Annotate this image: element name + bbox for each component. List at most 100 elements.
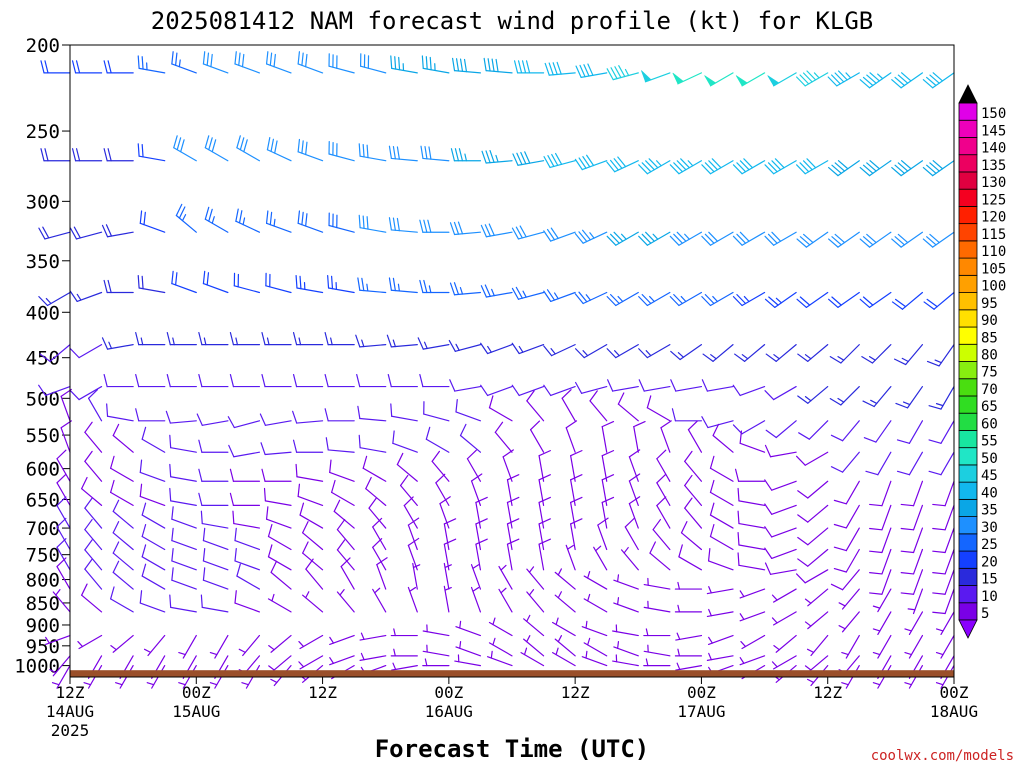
wind-barb [202, 270, 229, 294]
wind-barb [422, 624, 450, 637]
wind-barb [891, 291, 924, 310]
colorbar-swatch [958, 223, 978, 242]
wind-barb [295, 275, 324, 294]
wind-barb [701, 379, 734, 392]
y-tick-label: 200 [26, 35, 60, 57]
wind-barb [520, 647, 545, 667]
colorbar-label: 55 [981, 434, 998, 450]
wind-barb [358, 434, 387, 453]
colorbar-label: 70 [981, 382, 998, 398]
colorbar-label: 110 [981, 244, 1006, 260]
wind-barb [739, 611, 766, 622]
wind-barb [869, 527, 892, 554]
wind-barb [466, 449, 482, 482]
wind-barb [765, 420, 797, 439]
wind-barb [869, 480, 892, 507]
chart-title: 2025081412 NAM forecast wind profile (kt… [151, 7, 873, 35]
wind-barb [804, 655, 829, 674]
wind-barb [554, 635, 576, 657]
wind-barb [455, 641, 482, 657]
y-tick-label: 450 [26, 348, 60, 370]
wind-barb [390, 55, 418, 74]
wind-barb [372, 538, 387, 571]
wind-barb [798, 420, 829, 440]
wind-barb [84, 497, 103, 529]
wind-barb [833, 527, 860, 552]
wind-barb [707, 548, 734, 571]
wind-barb [38, 291, 71, 307]
wind-barb [797, 504, 829, 523]
wind-barb [204, 135, 229, 162]
wind-barb [166, 373, 197, 388]
wind-barb [302, 541, 324, 571]
wind-barb [328, 212, 355, 233]
x-tick-label: 00Z [940, 683, 969, 702]
wind-barb [935, 611, 955, 636]
wind-barb [895, 385, 924, 409]
wind-barb [425, 426, 450, 453]
wind-barb [872, 634, 892, 659]
wind-barb [372, 587, 387, 613]
wind-barb [732, 420, 766, 435]
wind-barb [900, 548, 924, 575]
wind-barb [71, 60, 103, 74]
wind-barb [513, 60, 545, 74]
wind-barb [656, 496, 671, 529]
wind-barb [570, 450, 583, 482]
wind-barb [737, 487, 766, 506]
wind-barb [581, 620, 608, 637]
wind-barb [298, 655, 324, 670]
wind-barb [480, 284, 513, 298]
wind-barb [297, 210, 324, 233]
wind-barb [103, 279, 134, 294]
wind-barb [672, 72, 703, 85]
wind-barb [267, 593, 292, 613]
wind-barb [135, 408, 166, 422]
wind-barb [101, 337, 134, 350]
wind-barb [804, 588, 829, 607]
wind-barb [574, 154, 608, 171]
wind-barb [893, 344, 924, 366]
colorbar-swatch [958, 395, 978, 414]
colorbar-label: 10 [981, 589, 998, 605]
wind-barb [84, 558, 103, 590]
wind-barb [449, 282, 482, 296]
wind-barb [859, 72, 892, 89]
wind-barb [735, 72, 766, 87]
wind-barb [502, 449, 514, 482]
wind-barb [481, 149, 513, 164]
wind-barb [833, 548, 860, 573]
colorbar-swatch [958, 430, 978, 449]
wind-barb [656, 449, 671, 482]
wind-barb [638, 231, 671, 246]
wind-barb [833, 480, 860, 505]
wind-barb [56, 557, 71, 590]
colorbar-label: 15 [981, 572, 998, 588]
wind-barb [498, 564, 513, 590]
wind-barb [684, 497, 703, 529]
wind-barb [538, 538, 551, 571]
wind-barb [704, 72, 734, 87]
wind-barb [670, 344, 703, 361]
wind-barb [797, 385, 829, 404]
wind-barb [202, 51, 229, 74]
wind-barb [900, 504, 924, 531]
wind-barb [52, 589, 71, 613]
wind-barb [709, 455, 734, 482]
y-tick-label: 550 [26, 425, 60, 447]
wind-barb [297, 138, 324, 162]
wind-barb [538, 450, 551, 482]
colorbar-label: 50 [981, 451, 998, 467]
wind-barb [838, 588, 860, 610]
colorbar-label: 130 [981, 175, 1006, 191]
wind-barb [141, 426, 166, 453]
wind-barb [737, 552, 766, 571]
wind-barb [417, 337, 450, 350]
surface-ground [70, 670, 954, 677]
wind-barb [234, 590, 261, 613]
wind-barb [422, 658, 450, 667]
wind-barb [797, 480, 829, 499]
wind-barb [386, 334, 418, 348]
colorbar-label: 120 [981, 210, 1006, 226]
